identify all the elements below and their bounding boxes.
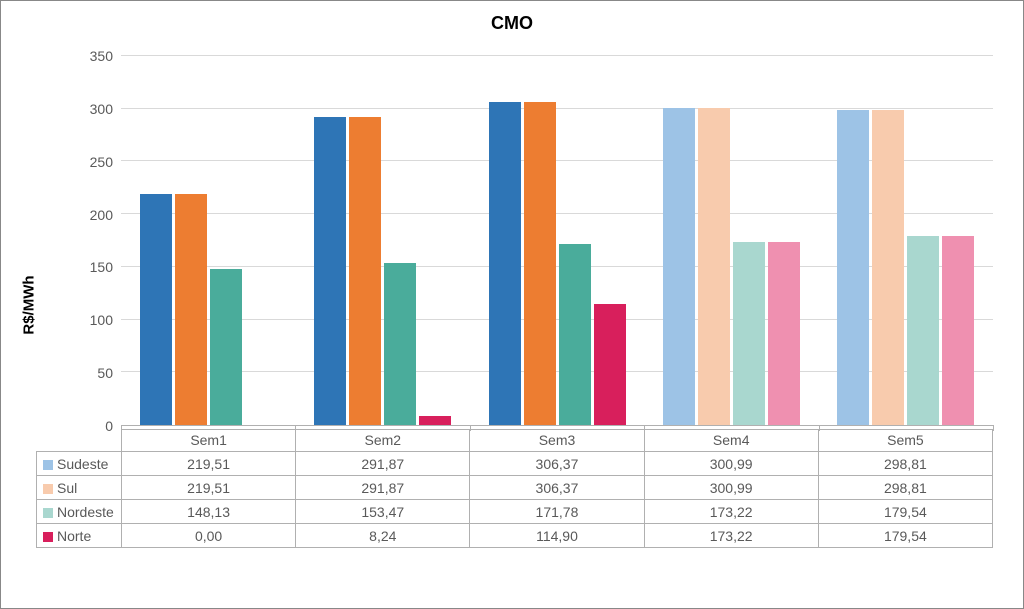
- table-cell: 306,37: [470, 452, 644, 476]
- table-row: Norte 0,008,24114,90173,22179,54: [37, 524, 993, 548]
- plot-wrapper: 050100150200250300350: [71, 56, 993, 426]
- bar: [489, 102, 521, 425]
- bar: [314, 117, 346, 425]
- legend-cell: Nordeste: [37, 500, 122, 524]
- bar: [872, 110, 904, 425]
- legend-swatch: [43, 532, 53, 542]
- table-cell: 306,37: [470, 476, 644, 500]
- legend-series-name: Sul: [57, 480, 77, 496]
- y-tick-label: 100: [71, 312, 113, 328]
- category-group: [819, 56, 993, 425]
- category-label: Sem1: [121, 429, 295, 451]
- table-cell: 173,22: [644, 500, 818, 524]
- y-tick-label: 50: [71, 365, 113, 381]
- y-tick-label: 250: [71, 154, 113, 170]
- table-cell: 298,81: [818, 452, 992, 476]
- legend-swatch: [43, 460, 53, 470]
- legend-series-name: Norte: [57, 528, 91, 544]
- bar: [907, 236, 939, 425]
- y-axis: 050100150200250300350: [71, 56, 121, 426]
- category-group: [295, 56, 469, 425]
- bar: [594, 304, 626, 425]
- bar: [942, 236, 974, 425]
- table-cell: 0,00: [122, 524, 296, 548]
- table-cell: 171,78: [470, 500, 644, 524]
- x-tick-line: [993, 425, 994, 431]
- plot-area: [121, 56, 993, 426]
- table-cell: 148,13: [122, 500, 296, 524]
- table-cell: 298,81: [818, 476, 992, 500]
- table-cell: 179,54: [818, 500, 992, 524]
- category-group: [470, 56, 644, 425]
- bar: [698, 108, 730, 425]
- legend-swatch: [43, 508, 53, 518]
- bar: [175, 194, 207, 425]
- legend-cell: Sul: [37, 476, 122, 500]
- table-cell: 300,99: [644, 452, 818, 476]
- bar: [384, 263, 416, 425]
- bar: [419, 416, 451, 425]
- bar: [140, 194, 172, 425]
- legend-cell: Norte: [37, 524, 122, 548]
- table-cell: 291,87: [296, 476, 470, 500]
- table-cell: 219,51: [122, 452, 296, 476]
- bar: [524, 102, 556, 425]
- table-cell: 300,99: [644, 476, 818, 500]
- category-group: [644, 56, 818, 425]
- table-cell: 291,87: [296, 452, 470, 476]
- y-tick-label: 150: [71, 259, 113, 275]
- bar: [768, 242, 800, 425]
- bar: [837, 110, 869, 425]
- bar: [210, 269, 242, 425]
- category-label-row: Sem1Sem2Sem3Sem4Sem5: [121, 429, 993, 451]
- table-row: Sudeste 219,51291,87306,37300,99298,81: [37, 452, 993, 476]
- category-label: Sem2: [295, 429, 469, 451]
- bar: [733, 242, 765, 425]
- table-cell: 173,22: [644, 524, 818, 548]
- cmo-chart-container: CMO R$/MWh 050100150200250300350 Sem1Sem…: [0, 0, 1024, 609]
- category-label: Sem5: [818, 429, 993, 451]
- y-tick-label: 0: [71, 418, 113, 434]
- legend-swatch: [43, 484, 53, 494]
- category-group: [121, 56, 295, 425]
- table-cell: 179,54: [818, 524, 992, 548]
- category-label: Sem3: [469, 429, 643, 451]
- bar: [663, 108, 695, 425]
- table-cell: 219,51: [122, 476, 296, 500]
- table-row: Sul 219,51291,87306,37300,99298,81: [37, 476, 993, 500]
- bar: [559, 244, 591, 425]
- data-table: Sudeste219,51291,87306,37300,99298,81Sul…: [36, 451, 993, 548]
- table-cell: 153,47: [296, 500, 470, 524]
- table-cell: 114,90: [470, 524, 644, 548]
- legend-series-name: Sudeste: [57, 456, 108, 472]
- bar: [349, 117, 381, 425]
- table-cell: 8,24: [296, 524, 470, 548]
- legend-series-name: Nordeste: [57, 504, 114, 520]
- legend-cell: Sudeste: [37, 452, 122, 476]
- y-tick-label: 200: [71, 207, 113, 223]
- y-tick-label: 350: [71, 48, 113, 64]
- table-row: Nordeste 148,13153,47171,78173,22179,54: [37, 500, 993, 524]
- chart-title: CMO: [1, 1, 1023, 34]
- category-label: Sem4: [644, 429, 818, 451]
- y-tick-label: 300: [71, 101, 113, 117]
- y-axis-label: R$/MWh: [21, 275, 38, 334]
- bars-layer: [121, 56, 993, 425]
